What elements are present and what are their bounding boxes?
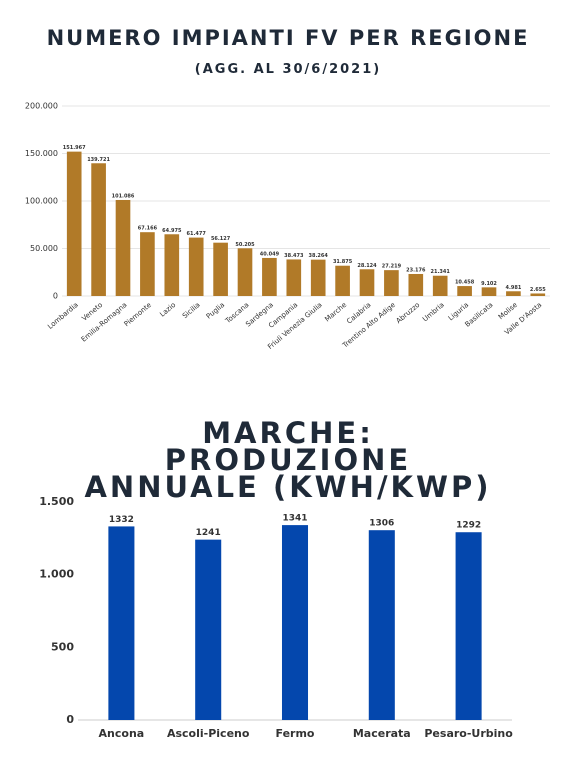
value-label: 151.967 <box>63 145 86 151</box>
chart-subtitle: (AGG. AL 30/6/2021) <box>194 62 382 77</box>
value-label: 50.205 <box>235 242 255 248</box>
value-label: 64.975 <box>162 228 182 234</box>
x-tick-label: Umbria <box>421 301 446 324</box>
bar <box>91 163 106 296</box>
y-tick-label: 100.000 <box>25 197 58 206</box>
value-label: 2.655 <box>530 287 546 293</box>
value-label: 40.049 <box>260 251 280 257</box>
bar <box>335 265 350 296</box>
value-label: 56.127 <box>211 236 231 242</box>
bar <box>384 270 399 296</box>
x-tick-label: Macerata <box>353 727 411 740</box>
bar <box>455 532 482 720</box>
value-label: 101.086 <box>112 193 135 199</box>
bar <box>368 530 395 720</box>
bar <box>359 269 375 296</box>
value-label: 1241 <box>196 528 221 538</box>
y-tick-label: 150.000 <box>25 149 58 158</box>
x-tick-label: Ancona <box>99 727 145 740</box>
x-tick-label: Lombardia <box>46 301 80 331</box>
bar <box>506 291 521 296</box>
x-tick-label: Marche <box>323 301 348 324</box>
bar <box>408 273 424 296</box>
bar <box>457 286 472 296</box>
value-label: 9.102 <box>481 281 497 287</box>
value-label: 61.477 <box>187 231 207 237</box>
value-label: 38.264 <box>309 253 329 259</box>
x-tick-label: Molise <box>497 301 519 321</box>
value-label: 139.721 <box>87 157 110 163</box>
y-tick-label: 0 <box>53 292 58 301</box>
bar <box>432 275 448 296</box>
bar <box>164 234 180 296</box>
x-tick-label: Lazio <box>158 301 177 319</box>
bar <box>281 525 309 720</box>
value-label: 21.341 <box>431 269 451 275</box>
bar <box>286 259 302 296</box>
value-label: 10.458 <box>455 280 475 286</box>
bar <box>66 151 82 296</box>
x-tick-label: Puglia <box>205 301 226 321</box>
value-label: 1332 <box>109 515 134 525</box>
x-tick-label: Sicilia <box>181 301 202 320</box>
value-label: 67.166 <box>138 226 158 232</box>
y-tick-label: 1.000 <box>39 568 74 581</box>
x-tick-label: Ascoli-Piceno <box>167 727 250 740</box>
bar <box>108 526 135 720</box>
y-tick-label: 200.000 <box>25 102 58 111</box>
value-label: 1292 <box>456 521 481 531</box>
y-tick-label: 0 <box>66 713 74 726</box>
bar <box>140 232 155 296</box>
x-tick-label: Fermo <box>276 727 315 740</box>
bar <box>188 237 204 296</box>
value-label: 1341 <box>282 514 307 524</box>
y-tick-label: 1.500 <box>39 495 74 508</box>
chart-title: NUMERO IMPIANTI FV PER REGIONE <box>46 26 530 50</box>
y-tick-label: 500 <box>51 640 74 653</box>
bar <box>213 242 228 296</box>
value-label: 28.124 <box>357 263 377 269</box>
value-label: 4.981 <box>505 285 521 291</box>
x-tick-label: Emilia-Romagna <box>80 301 129 344</box>
value-label: 1306 <box>369 519 394 529</box>
bar <box>481 287 497 296</box>
x-tick-label: Piemonte <box>123 301 153 328</box>
y-tick-label: 50.000 <box>30 244 58 253</box>
x-tick-label: Abruzzo <box>395 301 422 325</box>
bar <box>115 199 131 296</box>
value-label: 31.875 <box>333 259 353 265</box>
bar <box>195 539 222 720</box>
value-label: 23.176 <box>406 267 426 273</box>
bar <box>530 293 546 296</box>
value-label: 38.473 <box>284 253 304 259</box>
bar <box>237 248 253 296</box>
value-label: 27.219 <box>382 264 402 270</box>
chart-title: MARCHE: PRODUZIONE ANNUALE (KWH/KWP) <box>84 416 492 504</box>
bar <box>310 259 326 296</box>
bar <box>262 257 277 296</box>
x-tick-label: Pesaro-Urbino <box>424 727 513 740</box>
